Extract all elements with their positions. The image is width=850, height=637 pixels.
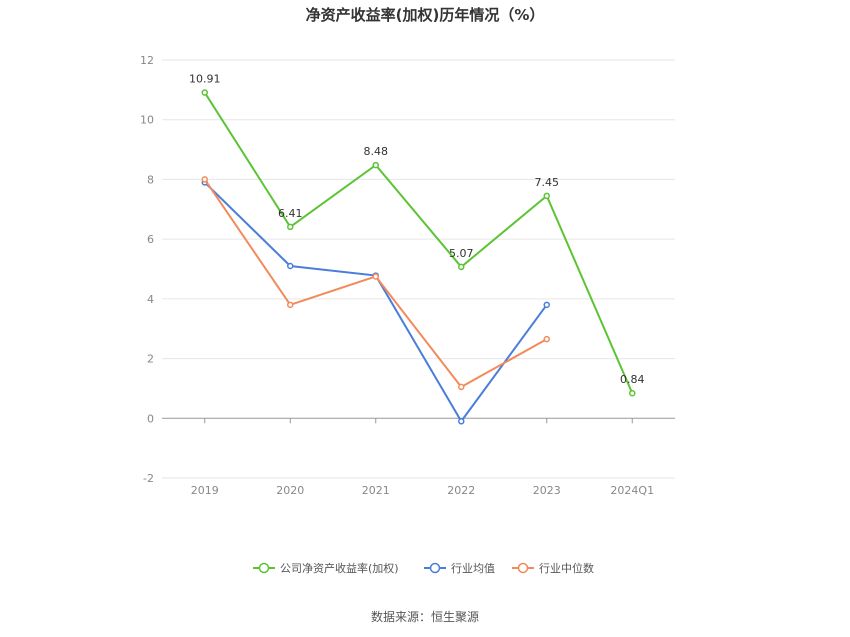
series-line xyxy=(203,178,548,389)
y-tick-label: 0 xyxy=(147,412,154,425)
data-point[interactable] xyxy=(287,301,294,309)
legend-marker xyxy=(517,562,529,574)
series-group: 10.91 6.41 8.48 5.07 7.45 0.84 xyxy=(189,73,645,425)
chart-title: 净资产收益率(加权)历年情况（%） xyxy=(306,6,545,24)
data-point[interactable] xyxy=(458,418,465,425)
data-point[interactable] xyxy=(287,223,294,231)
legend-item-0[interactable]: 公司净资产收益率(加权) xyxy=(253,561,399,575)
series-2 xyxy=(201,176,550,391)
data-label: 7.45 xyxy=(535,176,560,189)
data-point[interactable] xyxy=(287,262,294,270)
data-point[interactable] xyxy=(372,161,379,169)
legend-label: 行业均值 xyxy=(451,562,495,575)
legend-item-1[interactable]: 行业均值 xyxy=(424,562,495,575)
y-axis: -2 0 2 4 6 8 10 12 xyxy=(140,54,154,485)
series-0: 10.91 6.41 8.48 5.07 7.45 0.84 xyxy=(189,73,645,397)
data-point[interactable] xyxy=(372,273,379,280)
legend-marker xyxy=(258,562,270,574)
data-point[interactable] xyxy=(543,301,550,309)
x-tick-label: 2022 xyxy=(447,484,475,497)
source-note: 数据来源：恒生聚源 xyxy=(371,609,479,624)
series-line xyxy=(203,92,634,394)
x-axis: 2019 2020 2021 2022 2023 2024Q1 xyxy=(191,418,654,497)
legend-marker xyxy=(429,562,441,574)
data-label: 5.07 xyxy=(449,247,474,260)
x-tick-label: 2019 xyxy=(191,484,219,497)
legend-label: 公司净资产收益率(加权) xyxy=(280,561,399,575)
data-point[interactable] xyxy=(201,176,208,183)
series-1 xyxy=(201,179,550,425)
y-tick-label: 8 xyxy=(147,173,154,186)
data-label: 0.84 xyxy=(620,373,645,386)
y-tick-label: 6 xyxy=(147,233,154,246)
y-tick-label: 10 xyxy=(140,114,154,127)
grid xyxy=(162,59,675,479)
y-tick-label: -2 xyxy=(143,472,154,485)
legend: 公司净资产收益率(加权) 行业均值 行业中位数 xyxy=(253,561,594,575)
data-point[interactable] xyxy=(458,263,465,271)
x-tick-label: 2023 xyxy=(533,484,561,497)
data-point[interactable] xyxy=(543,192,550,200)
legend-item-2[interactable]: 行业中位数 xyxy=(512,561,594,575)
y-tick-label: 4 xyxy=(147,293,154,306)
data-point[interactable] xyxy=(629,389,636,397)
data-label: 10.91 xyxy=(189,73,221,86)
legend-label: 行业中位数 xyxy=(539,561,594,575)
series-line xyxy=(204,181,548,424)
x-tick-label: 2021 xyxy=(362,484,390,497)
y-tick-label: 12 xyxy=(140,54,154,67)
data-point[interactable] xyxy=(458,383,465,391)
data-label: 6.41 xyxy=(278,207,303,220)
data-point[interactable] xyxy=(201,89,208,96)
data-point[interactable] xyxy=(543,335,550,343)
x-tick-label: 2024Q1 xyxy=(610,484,654,497)
x-tick-label: 2020 xyxy=(276,484,304,497)
y-tick-label: 2 xyxy=(147,353,154,366)
data-label: 8.48 xyxy=(364,145,389,158)
